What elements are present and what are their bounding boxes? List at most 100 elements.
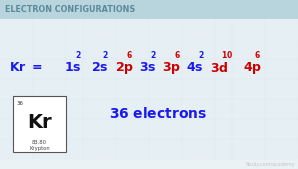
Bar [249, 139, 265, 159]
Bar [232, 20, 248, 39]
Bar [265, 20, 281, 39]
Bar [249, 59, 265, 79]
Bar [100, 119, 116, 139]
Text: $\bf{36\ electrons}$: $\bf{36\ electrons}$ [109, 106, 207, 121]
Bar [166, 79, 182, 99]
Bar [215, 139, 232, 159]
Bar [66, 59, 83, 79]
Bar [232, 119, 248, 139]
Bar [282, 139, 298, 159]
Bar [249, 20, 265, 39]
Bar [133, 139, 149, 159]
Bar [149, 139, 165, 159]
Bar [133, 119, 149, 139]
Bar [0, 59, 16, 79]
Bar [13, 96, 66, 152]
Bar [116, 59, 132, 79]
Bar [50, 119, 66, 139]
Bar [232, 99, 248, 119]
Bar [232, 59, 248, 79]
Bar [182, 20, 198, 39]
Bar [66, 99, 83, 119]
Bar [199, 79, 215, 99]
Bar [33, 20, 49, 39]
Text: $\bf{2}$: $\bf{2}$ [150, 49, 156, 61]
Bar [33, 139, 49, 159]
Bar [116, 119, 132, 139]
Bar [66, 79, 83, 99]
Bar [282, 59, 298, 79]
Bar [17, 40, 33, 59]
Bar [265, 99, 281, 119]
Bar [100, 79, 116, 99]
Bar [33, 40, 49, 59]
Bar [265, 59, 281, 79]
Bar [149, 99, 165, 119]
Text: Study.com/academy: Study.com/academy [245, 162, 295, 167]
Bar [166, 40, 182, 59]
Bar [116, 20, 132, 39]
Bar [17, 119, 33, 139]
Bar [116, 139, 132, 159]
Bar [0, 99, 16, 119]
Bar [33, 59, 49, 79]
Bar [100, 139, 116, 159]
Bar [100, 20, 116, 39]
Text: $\bf{3d}$: $\bf{3d}$ [210, 61, 229, 75]
Bar [50, 40, 66, 59]
Bar [66, 139, 83, 159]
Bar [0, 40, 16, 59]
Bar [50, 59, 66, 79]
Text: $\bf{1s}$: $\bf{1s}$ [64, 61, 82, 74]
Bar [282, 119, 298, 139]
Bar [215, 20, 232, 39]
Bar [66, 20, 83, 39]
Bar [166, 20, 182, 39]
Bar [83, 59, 99, 79]
Bar [265, 79, 281, 99]
Bar [149, 20, 165, 39]
Bar [215, 59, 232, 79]
Bar [215, 119, 232, 139]
Bar [199, 139, 215, 159]
Bar [265, 40, 281, 59]
Bar [0, 20, 16, 39]
Bar [182, 79, 198, 99]
Bar [116, 99, 132, 119]
Bar [83, 79, 99, 99]
Bar [215, 40, 232, 59]
Bar [33, 119, 49, 139]
Bar [232, 40, 248, 59]
Text: $\bf{2}$: $\bf{2}$ [102, 49, 109, 61]
Text: 83.80: 83.80 [32, 140, 47, 145]
Text: $\bf{2s}$: $\bf{2s}$ [91, 61, 108, 74]
Text: $\bf{3s}$: $\bf{3s}$ [139, 61, 156, 74]
Bar [182, 119, 198, 139]
Bar [215, 99, 232, 119]
Bar [17, 59, 33, 79]
Bar [17, 139, 33, 159]
Bar [149, 40, 165, 59]
Bar [83, 139, 99, 159]
Bar [166, 59, 182, 79]
Text: $\bf{6}$: $\bf{6}$ [126, 49, 133, 61]
Text: 36: 36 [16, 101, 23, 106]
Bar [33, 79, 49, 99]
Bar [0, 119, 16, 139]
Bar [116, 79, 132, 99]
Bar [66, 119, 83, 139]
Bar [83, 119, 99, 139]
Bar [282, 79, 298, 99]
Bar [182, 99, 198, 119]
Bar [215, 79, 232, 99]
Bar [133, 99, 149, 119]
Bar [182, 139, 198, 159]
Bar [100, 99, 116, 119]
Bar [282, 40, 298, 59]
Bar [199, 40, 215, 59]
Bar [133, 59, 149, 79]
Bar [199, 119, 215, 139]
Bar [50, 79, 66, 99]
Bar [166, 119, 182, 139]
Bar [232, 79, 248, 99]
